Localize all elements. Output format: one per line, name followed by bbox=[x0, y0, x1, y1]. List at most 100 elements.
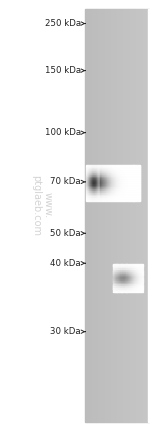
Bar bbox=[136, 273, 137, 274]
Bar bbox=[141, 271, 142, 273]
Bar bbox=[123, 169, 124, 170]
Bar bbox=[98, 175, 99, 178]
Bar bbox=[90, 9, 91, 422]
Bar bbox=[134, 268, 135, 269]
Bar bbox=[118, 278, 119, 280]
Bar bbox=[144, 9, 145, 422]
Bar bbox=[127, 192, 128, 193]
Bar bbox=[118, 187, 119, 188]
Bar bbox=[119, 188, 120, 190]
Bar bbox=[136, 170, 137, 172]
Bar bbox=[133, 174, 134, 175]
Bar bbox=[140, 285, 141, 287]
Bar bbox=[127, 172, 128, 174]
Bar bbox=[90, 165, 91, 166]
Bar bbox=[116, 270, 117, 271]
Bar bbox=[91, 190, 92, 192]
Bar bbox=[87, 197, 88, 199]
Bar bbox=[121, 175, 122, 178]
Bar bbox=[111, 197, 112, 199]
Bar bbox=[109, 193, 110, 195]
Bar bbox=[118, 9, 119, 422]
Bar bbox=[125, 165, 126, 166]
Bar bbox=[116, 179, 117, 181]
Bar bbox=[112, 183, 113, 184]
Bar bbox=[124, 183, 125, 184]
Bar bbox=[135, 183, 136, 184]
Bar bbox=[129, 291, 130, 292]
Bar bbox=[127, 187, 128, 188]
Bar bbox=[119, 282, 120, 283]
Bar bbox=[111, 166, 112, 169]
Bar bbox=[131, 179, 132, 181]
Bar bbox=[131, 280, 132, 282]
Bar bbox=[128, 282, 129, 283]
Bar bbox=[114, 184, 115, 187]
Bar bbox=[88, 197, 89, 199]
Bar bbox=[99, 178, 100, 179]
Bar bbox=[112, 275, 113, 276]
Bar bbox=[112, 166, 113, 169]
Bar bbox=[139, 183, 140, 184]
Bar bbox=[113, 9, 114, 422]
Bar bbox=[130, 268, 131, 269]
Bar bbox=[115, 276, 116, 278]
Bar bbox=[137, 284, 138, 285]
Bar bbox=[102, 174, 103, 175]
Bar bbox=[106, 9, 107, 422]
Bar bbox=[123, 280, 124, 282]
Bar bbox=[126, 275, 127, 276]
Bar bbox=[137, 289, 138, 291]
Bar bbox=[125, 174, 126, 175]
Bar bbox=[108, 172, 109, 174]
Bar bbox=[129, 175, 130, 178]
Bar bbox=[110, 199, 111, 201]
Bar bbox=[118, 270, 119, 271]
Bar bbox=[88, 184, 89, 187]
Bar bbox=[101, 178, 102, 179]
Bar bbox=[124, 284, 125, 285]
Bar bbox=[140, 275, 141, 276]
Bar bbox=[128, 192, 129, 193]
Bar bbox=[107, 192, 108, 193]
Bar bbox=[134, 270, 135, 271]
Bar bbox=[137, 270, 138, 271]
Bar bbox=[120, 190, 121, 192]
Bar bbox=[128, 183, 129, 184]
Bar bbox=[114, 9, 115, 422]
Bar bbox=[118, 264, 119, 266]
Bar bbox=[124, 197, 125, 199]
Bar bbox=[113, 175, 114, 178]
Bar bbox=[135, 187, 136, 188]
Bar bbox=[114, 179, 115, 181]
Bar bbox=[125, 187, 126, 188]
Bar bbox=[139, 270, 140, 271]
Bar bbox=[133, 184, 134, 187]
Bar bbox=[95, 199, 96, 201]
Bar bbox=[97, 192, 98, 193]
Bar bbox=[122, 282, 123, 283]
Bar bbox=[133, 199, 134, 201]
Bar bbox=[124, 190, 125, 192]
Bar bbox=[118, 175, 119, 178]
Bar bbox=[138, 179, 139, 181]
Bar bbox=[121, 280, 122, 282]
Text: 70 kDa: 70 kDa bbox=[50, 177, 81, 187]
Bar bbox=[135, 270, 136, 271]
Bar bbox=[120, 276, 121, 278]
Bar bbox=[133, 289, 134, 291]
Bar bbox=[104, 199, 105, 201]
Bar bbox=[128, 172, 129, 174]
Bar bbox=[114, 178, 115, 179]
Bar bbox=[86, 181, 87, 183]
Bar bbox=[117, 172, 118, 174]
Bar bbox=[110, 187, 111, 188]
Bar bbox=[109, 184, 110, 187]
Bar bbox=[132, 275, 133, 276]
Bar bbox=[87, 174, 88, 175]
Bar bbox=[114, 188, 115, 190]
Bar bbox=[126, 268, 127, 269]
Bar bbox=[132, 270, 133, 271]
Bar bbox=[114, 197, 115, 199]
Bar bbox=[97, 184, 98, 187]
